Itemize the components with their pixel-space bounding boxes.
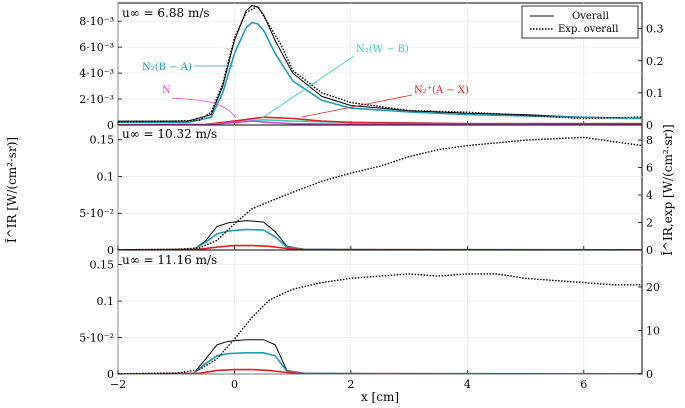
panel-1-label: u∞ = 6.88 m/s bbox=[122, 6, 210, 20]
panel-3-frame bbox=[117, 249, 643, 375]
series-line-overall bbox=[118, 5, 642, 122]
y-right-tick-label: 6 bbox=[646, 162, 653, 175]
y-right-tick-label: 10 bbox=[646, 324, 660, 337]
x-axis-label: x [cm] bbox=[361, 390, 399, 404]
y-left-tick-label: 0 bbox=[107, 368, 114, 381]
y-right-tick-label: 0 bbox=[646, 368, 653, 381]
series-line-exp bbox=[118, 5, 642, 123]
panel-2-label: u∞ = 10.32 m/s bbox=[122, 127, 217, 141]
legend-box bbox=[521, 5, 639, 39]
y-right-tick-label: 0.3 bbox=[646, 23, 664, 36]
y-right-tick-label: 8 bbox=[646, 134, 653, 147]
y-left-tick-label: 0.1 bbox=[97, 170, 115, 183]
y-left-tick-label: 6·10⁻³ bbox=[79, 41, 114, 54]
y-right-axis-label: Ĩ^IR,exp [W/(cm²·sr)] bbox=[660, 124, 675, 255]
x-tick-label: 0 bbox=[231, 378, 238, 391]
y-right-tick-label: 0.1 bbox=[646, 87, 664, 100]
panel-2: 0 5·10⁻² 0.1 0.15 0 2 4 6 8 u∞ = 10.32 m/s bbox=[79, 124, 653, 257]
x-tick-label: 6 bbox=[580, 378, 587, 391]
series-line-n2_ba bbox=[118, 21, 642, 124]
y-right-tick-label: 20 bbox=[646, 281, 660, 294]
panel-3-marks bbox=[118, 273, 642, 374]
annotation-n2-wb: N₂(W − B) bbox=[356, 44, 409, 55]
annotations: N₂(B − A) N₂(W − B) N₂⁺(A − X) N bbox=[142, 44, 469, 119]
y-left-tick-label: 0 bbox=[107, 119, 114, 132]
y-left-tick-label: 0.15 bbox=[90, 134, 115, 147]
y-left-tick-label: 2·10⁻³ bbox=[79, 93, 114, 106]
annotation-n2p-ax-arrow bbox=[301, 94, 413, 118]
panel-2-left-ticks: 0 5·10⁻² 0.1 0.15 bbox=[79, 134, 122, 257]
series-line-exp bbox=[118, 136, 642, 250]
panel-3-grid bbox=[117, 250, 642, 375]
panel-3: 0 5·10⁻² 0.1 0.15 0 10 20 u∞ = 11.16 m/s bbox=[79, 249, 660, 381]
panel-2-right-ticks: 0 2 4 6 8 bbox=[638, 134, 653, 257]
panel-2-grid bbox=[117, 125, 642, 251]
series-line-overall bbox=[118, 220, 642, 250]
panel-3-label: u∞ = 11.16 m/s bbox=[122, 253, 217, 267]
series-line-overall bbox=[118, 339, 642, 374]
legend-exp-label: Exp. overall bbox=[558, 24, 618, 35]
y-right-tick-label: 0 bbox=[646, 119, 653, 132]
panel-1: 0 2·10⁻³ 4·10⁻³ 6·10⁻³ 8·10⁻³ 0 0.1 0.2 0.3 u∞ … bbox=[79, 2, 664, 132]
panel-2-marks bbox=[118, 136, 642, 250]
panel-3-left-ticks: 0 5·10⁻² 0.1 0.15 bbox=[79, 259, 122, 381]
y-right-tick-label: 0.2 bbox=[646, 55, 664, 68]
series-line-n2_ba bbox=[118, 228, 642, 250]
panel-1-marks bbox=[118, 5, 642, 125]
y-left-tick-label: 0 bbox=[107, 244, 114, 257]
y-left-axis-label: Ĩ^IR [W/(cm²·sr)] bbox=[4, 137, 19, 243]
x-tick-label: 2 bbox=[347, 378, 354, 391]
series-line-n2_ba bbox=[118, 351, 642, 374]
y-left-tick-label: 0.15 bbox=[90, 259, 115, 272]
y-right-tick-label: 4 bbox=[646, 189, 653, 202]
y-left-tick-label: 4·10⁻³ bbox=[79, 67, 114, 80]
y-left-tick-label: 0.1 bbox=[97, 295, 115, 308]
y-right-tick-label: 0 bbox=[646, 244, 653, 257]
annotation-n-arrow bbox=[171, 97, 237, 119]
legend: Overall Exp. overall bbox=[521, 5, 639, 39]
panel-1-left-ticks: 0 2·10⁻³ 4·10⁻³ 6·10⁻³ 8·10⁻³ bbox=[79, 15, 122, 132]
legend-overall-label: Overall bbox=[572, 11, 609, 22]
x-tick-label: 4 bbox=[464, 378, 471, 391]
y-left-tick-label: 5·10⁻² bbox=[79, 207, 114, 220]
panel-3-right-ticks: 0 10 20 bbox=[638, 281, 660, 381]
y-left-tick-label: 5·10⁻² bbox=[79, 332, 114, 345]
series-line-n bbox=[118, 120, 642, 125]
panel-2-frame bbox=[117, 124, 643, 251]
annotation-n2p-ax: N₂⁺(A − X) bbox=[414, 85, 469, 96]
panel-1-right-ticks: 0 0.1 0.2 0.3 bbox=[638, 23, 664, 132]
annotation-n2-ba: N₂(B − A) bbox=[142, 62, 192, 73]
series-line-n2p_ax bbox=[118, 368, 642, 374]
series-line-n2p_ax bbox=[118, 244, 642, 250]
x-tick-labels: −2 0 2 4 6 bbox=[110, 378, 587, 391]
y-right-tick-label: 2 bbox=[646, 217, 653, 230]
y-left-tick-label: 8·10⁻³ bbox=[79, 15, 114, 28]
annotation-n: N bbox=[162, 85, 171, 96]
x-tick-label: −2 bbox=[110, 378, 126, 391]
annotation-n2-wb-arrow bbox=[261, 55, 355, 119]
series-line-exp bbox=[118, 273, 642, 374]
